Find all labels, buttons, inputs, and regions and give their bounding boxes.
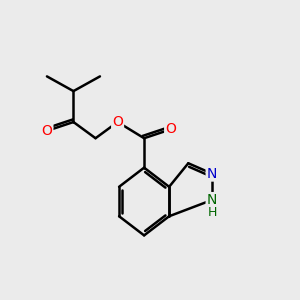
Text: O: O (41, 124, 52, 138)
Text: N: N (207, 193, 217, 207)
Text: H: H (208, 206, 217, 219)
Text: N: N (207, 167, 217, 181)
Text: O: O (165, 122, 176, 136)
Text: O: O (112, 115, 123, 129)
